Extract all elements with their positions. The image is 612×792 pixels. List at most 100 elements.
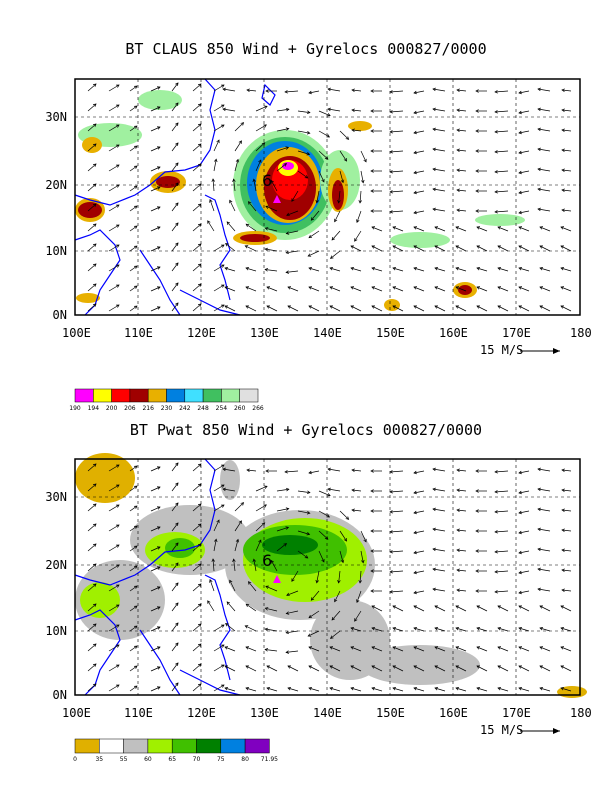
wind-arrow-head — [245, 305, 250, 309]
wind-arrow-head — [413, 90, 417, 95]
wind-arrow — [284, 470, 299, 473]
wind-arrow — [87, 463, 97, 472]
wind-arrow — [561, 89, 572, 92]
wind-arrow-head — [537, 487, 541, 492]
wind-arrow-head — [266, 687, 271, 691]
wind-arrow-head — [329, 305, 334, 309]
wind-arrow-head — [220, 664, 225, 668]
panel1-frame — [74, 78, 581, 316]
wind-arrow — [171, 122, 179, 132]
wind-arrow — [192, 543, 202, 552]
wind-arrow-head — [197, 103, 202, 107]
wind-arrow — [213, 464, 225, 472]
wind-arrow-head — [133, 85, 138, 89]
wind-arrow-head — [197, 83, 202, 87]
wind-arrow-head — [175, 222, 179, 227]
wind-arrow — [413, 590, 425, 594]
wind-arrow — [476, 305, 488, 312]
wind-arrow-head — [350, 665, 355, 669]
wind-arrow — [192, 663, 202, 672]
wind-arrow — [129, 625, 138, 632]
wind-arrow-head — [175, 242, 179, 247]
wind-arrow-head — [175, 502, 179, 507]
wind-arrow — [297, 110, 310, 113]
wind-arrow-head — [518, 510, 522, 515]
wind-arrow-head — [518, 550, 522, 555]
wind-arrow — [192, 503, 202, 512]
wind-arrow — [371, 605, 383, 612]
wind-arrow-head — [214, 538, 218, 543]
wind-arrow — [560, 665, 572, 672]
wind-arrow — [539, 245, 551, 252]
wind-arrow — [192, 183, 202, 192]
wind-arrow-head — [115, 644, 120, 648]
wind-arrow — [434, 627, 446, 632]
wind-arrow — [455, 286, 467, 292]
p1-ytick: 30N — [45, 110, 67, 124]
wind-arrow-head — [197, 503, 202, 507]
wind-arrow-head — [92, 643, 97, 647]
p2-xtick: 160E — [439, 706, 468, 720]
wind-arrow — [413, 305, 425, 312]
colorbar-swatch — [166, 388, 186, 403]
wind-arrow — [222, 488, 236, 492]
wind-arrow-head — [539, 226, 544, 230]
wind-arrow-head — [115, 104, 120, 108]
wind-arrow — [255, 539, 262, 552]
wind-arrow — [108, 624, 120, 632]
wind-arrow-head — [455, 605, 460, 609]
wind-arrow — [87, 183, 97, 192]
p1-xtick: 110E — [124, 326, 153, 340]
wind-arrow — [494, 490, 509, 493]
wind-arrow-head — [329, 286, 334, 290]
wind-arrow-head — [537, 167, 541, 172]
wind-arrow — [171, 682, 179, 692]
wind-arrow — [476, 226, 488, 232]
wind-arrow-head — [494, 550, 498, 554]
wind-arrow — [392, 646, 404, 652]
wind-arrow-head — [537, 127, 541, 132]
wind-arrow — [560, 286, 572, 292]
wind-arrow — [87, 223, 97, 232]
wind-arrow-head — [392, 305, 397, 309]
wind-arrow — [213, 664, 225, 672]
wind-arrow — [318, 150, 329, 160]
wind-arrow-head — [370, 149, 374, 153]
wind-arrow — [270, 180, 278, 192]
wind-arrow — [371, 627, 383, 632]
wind-arrow — [129, 105, 138, 112]
wind-arrow-head — [175, 282, 179, 287]
wind-arrow-head — [175, 462, 179, 467]
wind-arrow-head — [175, 302, 179, 307]
colorbar-swatch — [147, 388, 167, 403]
wind-arrow — [171, 302, 179, 312]
wind-arrow — [245, 223, 257, 232]
wind-arrow — [265, 269, 278, 272]
wind-arrow-head — [456, 148, 460, 153]
wind-arrow-head — [455, 627, 460, 631]
wind-arrow — [316, 190, 320, 203]
wind-arrow-head — [518, 170, 522, 175]
wind-arrow — [287, 687, 299, 692]
wind-arrow-head — [321, 178, 325, 183]
wind-arrow-head — [350, 627, 355, 631]
wind-arrow — [456, 129, 467, 132]
wind-arrow-head — [225, 623, 229, 627]
wind-arrow-head — [434, 627, 439, 631]
wind-arrow — [171, 562, 179, 572]
wind-arrow-head — [133, 505, 138, 509]
wind-arrow-head — [197, 243, 202, 247]
wind-arrow — [413, 245, 425, 252]
wind-arrow — [266, 687, 278, 692]
wind-arrow-head — [371, 245, 376, 249]
wind-arrow-head — [175, 162, 179, 167]
wind-arrow — [150, 206, 161, 212]
wind-arrow-head — [156, 266, 161, 270]
wind-arrow — [87, 543, 97, 552]
wind-arrow — [266, 665, 278, 672]
wind-arrow-head — [518, 470, 522, 475]
wind-arrow — [171, 182, 179, 192]
wind-arrow — [354, 610, 362, 622]
wind-arrow — [171, 202, 179, 212]
wind-arrow-head — [133, 145, 138, 149]
